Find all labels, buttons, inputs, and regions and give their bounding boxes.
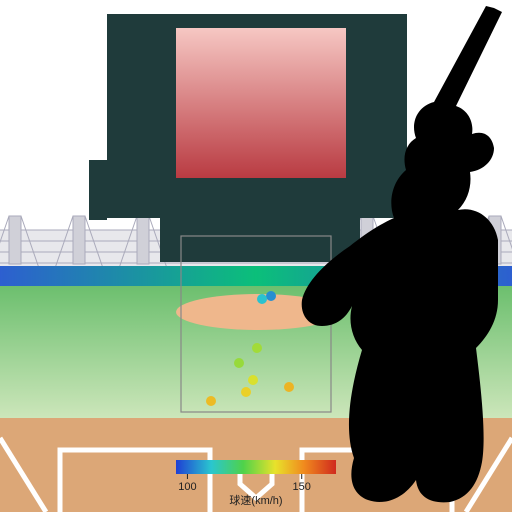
scoreboard-wing-left [89,160,107,220]
pitch-marker [252,343,262,353]
pitch-marker [266,291,276,301]
legend-axis-label: 球速(km/h) [229,493,282,507]
stand-pillar [73,216,85,264]
pitch-marker [241,387,251,397]
pitch-marker [248,375,258,385]
pitch-marker [234,358,244,368]
legend-tick-label: 100 [178,481,196,493]
pitch-marker [257,294,267,304]
pitch-location-chart: 100 150 球速(km/h) [0,0,512,512]
scoreboard-face [176,28,346,178]
legend-tick-label: 150 [293,481,311,493]
speed-legend-bar [176,460,336,474]
stand-pillar [9,216,21,264]
pitch-marker [284,382,294,392]
scoreboard-base [160,218,360,262]
pitch-marker [206,396,216,406]
stand-pillar [137,216,149,264]
